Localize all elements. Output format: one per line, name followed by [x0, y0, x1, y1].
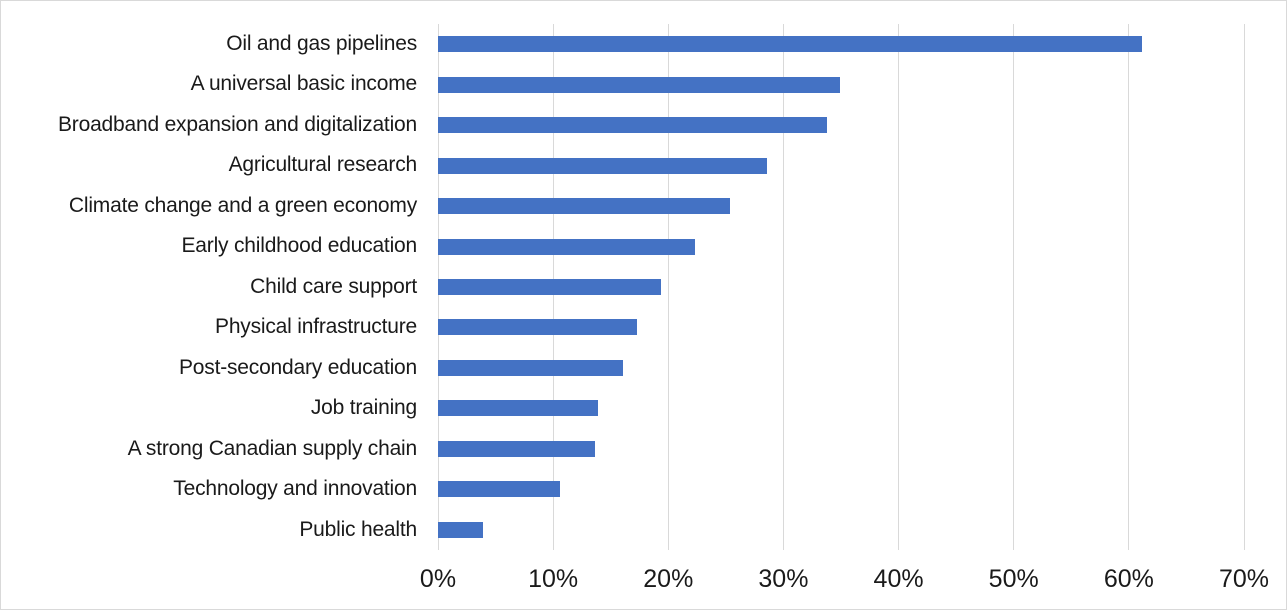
category-label: Climate change and a green economy	[68, 193, 417, 217]
bar	[438, 279, 662, 295]
gridline	[1128, 24, 1130, 550]
x-axis-tick-label: 60%	[1103, 565, 1154, 593]
category-label: Agricultural research	[228, 153, 418, 177]
x-axis-tick-label: 10%	[528, 565, 579, 593]
category-label: Job training	[310, 396, 417, 420]
bar	[438, 481, 561, 498]
gridline	[1243, 24, 1245, 550]
bar	[438, 157, 768, 174]
gridline	[667, 24, 669, 550]
gridline	[1013, 24, 1015, 550]
bar	[438, 198, 731, 215]
x-axis-tick-label: 50%	[988, 565, 1039, 593]
category-label: Child care support	[250, 274, 417, 298]
bar	[438, 117, 828, 134]
category-label: Physical infrastructure	[215, 315, 417, 339]
bar	[438, 400, 599, 417]
gridline	[898, 24, 900, 550]
bar	[438, 319, 638, 336]
category-label: Public health	[299, 517, 417, 541]
category-label: A universal basic income	[190, 72, 418, 96]
category-label: Oil and gas pipelines	[226, 32, 417, 55]
gridline	[782, 24, 784, 550]
x-axis-tick-label: 40%	[873, 565, 924, 593]
category-label: Technology and innovation	[173, 477, 417, 501]
x-axis-tick-label: 20%	[643, 565, 694, 593]
category-axis: Oil and gas pipelines A universal basic i…	[1, 24, 425, 550]
x-axis-tick-label: 0%	[419, 565, 457, 593]
x-axis-tick-label: 70%	[1218, 565, 1270, 593]
value-axis: 0% 10% 20% 30% 40% 50% 60% 70%	[420, 565, 1269, 599]
bar	[438, 238, 695, 255]
category-label: Post-secondary education	[178, 355, 417, 379]
category-label: Broadband expansion and digitalization	[57, 112, 417, 136]
bar	[438, 36, 1142, 53]
bar	[438, 359, 624, 376]
category-label: A strong Canadian supply chain	[127, 436, 418, 460]
category-label: Early childhood education	[181, 234, 418, 258]
bar	[438, 440, 595, 457]
x-axis-tick-label: 30%	[758, 565, 809, 593]
plot-area	[437, 24, 1245, 550]
bar	[438, 76, 840, 93]
bar	[438, 521, 483, 538]
